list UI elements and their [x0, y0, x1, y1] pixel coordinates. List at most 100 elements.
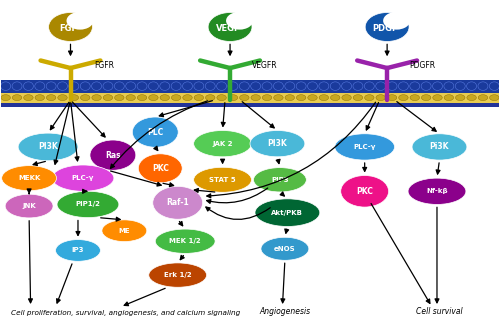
Ellipse shape: [12, 95, 22, 101]
Text: PKC: PKC: [152, 164, 168, 173]
Ellipse shape: [156, 229, 215, 253]
Ellipse shape: [137, 82, 147, 90]
Text: PKC: PKC: [356, 187, 373, 196]
Ellipse shape: [217, 95, 226, 101]
Ellipse shape: [387, 82, 397, 90]
Text: STAT 5: STAT 5: [210, 177, 236, 183]
Ellipse shape: [56, 240, 100, 261]
Ellipse shape: [308, 95, 317, 101]
Ellipse shape: [319, 95, 328, 101]
Ellipse shape: [205, 82, 215, 90]
Ellipse shape: [194, 95, 203, 101]
Ellipse shape: [102, 220, 147, 242]
Ellipse shape: [80, 82, 90, 90]
Ellipse shape: [148, 95, 158, 101]
Text: MEKK: MEKK: [18, 175, 40, 181]
Text: JNK: JNK: [22, 203, 36, 209]
Ellipse shape: [376, 95, 386, 101]
Text: VEGFR: VEGFR: [252, 61, 278, 70]
Ellipse shape: [194, 130, 252, 157]
Ellipse shape: [24, 82, 34, 90]
Circle shape: [66, 12, 94, 30]
Ellipse shape: [296, 82, 306, 90]
Text: PLC-γ: PLC-γ: [72, 175, 94, 181]
Ellipse shape: [92, 82, 102, 90]
Ellipse shape: [46, 82, 56, 90]
Ellipse shape: [376, 82, 386, 90]
Text: Akt/PKB: Akt/PKB: [272, 210, 304, 215]
Ellipse shape: [5, 194, 53, 218]
Ellipse shape: [408, 178, 466, 204]
Ellipse shape: [183, 95, 192, 101]
Text: FGF: FGF: [60, 24, 78, 33]
Ellipse shape: [285, 95, 294, 101]
Text: PDGF: PDGF: [372, 24, 398, 33]
Ellipse shape: [2, 166, 56, 191]
Text: ME: ME: [118, 228, 130, 234]
Ellipse shape: [398, 95, 408, 101]
Circle shape: [153, 186, 202, 219]
Ellipse shape: [69, 82, 79, 90]
Text: Pi3K: Pi3K: [430, 143, 449, 151]
Ellipse shape: [240, 95, 249, 101]
Circle shape: [132, 117, 178, 147]
Ellipse shape: [58, 82, 68, 90]
Ellipse shape: [194, 82, 204, 90]
Ellipse shape: [342, 82, 351, 90]
Text: IP3: IP3: [72, 248, 84, 253]
Ellipse shape: [114, 82, 124, 90]
Ellipse shape: [364, 95, 374, 101]
Ellipse shape: [274, 95, 283, 101]
Ellipse shape: [138, 95, 147, 101]
Ellipse shape: [444, 95, 454, 101]
Ellipse shape: [18, 133, 78, 161]
Ellipse shape: [69, 95, 78, 101]
Text: Ras: Ras: [105, 150, 120, 160]
Circle shape: [383, 12, 410, 30]
Text: PIP3: PIP3: [271, 177, 288, 183]
Ellipse shape: [12, 82, 22, 90]
Ellipse shape: [285, 82, 295, 90]
Ellipse shape: [172, 95, 181, 101]
Circle shape: [48, 13, 92, 42]
Text: Angiogenesis: Angiogenesis: [260, 307, 310, 316]
Ellipse shape: [206, 95, 215, 101]
Text: PI3K: PI3K: [268, 139, 287, 148]
Ellipse shape: [160, 95, 170, 101]
Ellipse shape: [149, 263, 206, 287]
Ellipse shape: [467, 95, 476, 101]
Text: FGFR: FGFR: [94, 61, 114, 70]
Ellipse shape: [1, 95, 11, 101]
Ellipse shape: [342, 95, 351, 101]
Text: PI3K: PI3K: [38, 143, 58, 151]
Ellipse shape: [410, 82, 420, 90]
Ellipse shape: [262, 95, 272, 101]
Ellipse shape: [274, 82, 283, 90]
Ellipse shape: [353, 82, 363, 90]
Ellipse shape: [46, 95, 56, 101]
Text: Nf-kβ: Nf-kβ: [426, 188, 448, 194]
Ellipse shape: [353, 95, 362, 101]
Circle shape: [138, 154, 182, 183]
Text: PDGFR: PDGFR: [410, 61, 436, 70]
Text: VEGF: VEGF: [216, 24, 240, 33]
Ellipse shape: [58, 95, 67, 101]
Ellipse shape: [114, 95, 124, 101]
Circle shape: [226, 12, 253, 30]
Text: Erk 1/2: Erk 1/2: [164, 272, 192, 278]
Ellipse shape: [432, 82, 442, 90]
Ellipse shape: [412, 134, 467, 160]
Ellipse shape: [148, 82, 158, 90]
Ellipse shape: [228, 82, 238, 90]
Bar: [0, 103, 500, 107]
Ellipse shape: [422, 95, 431, 101]
Ellipse shape: [160, 82, 170, 90]
Ellipse shape: [254, 168, 306, 192]
Text: eNOS: eNOS: [274, 246, 295, 252]
Ellipse shape: [126, 95, 136, 101]
Ellipse shape: [330, 95, 340, 101]
Ellipse shape: [126, 82, 136, 90]
Ellipse shape: [478, 82, 488, 90]
Circle shape: [90, 140, 136, 170]
Ellipse shape: [35, 82, 45, 90]
